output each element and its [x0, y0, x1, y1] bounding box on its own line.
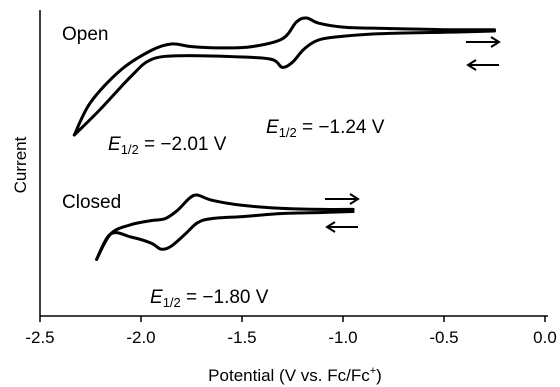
open-e-half-2: E1/2 = −1.24 V [266, 117, 385, 140]
open-label: Open [62, 24, 108, 45]
x-tick-label: -1.0 [328, 328, 357, 347]
open-reverse-arrow [466, 59, 499, 71]
x-tick-label: -2.0 [126, 328, 155, 347]
closed-e-half: E1/2 = −1.80 V [150, 287, 269, 310]
x-axis-title-sup: + [370, 365, 376, 377]
closed-label: Closed [62, 192, 121, 213]
open-forward-arrow [466, 36, 501, 48]
x-axis-title: Potential (V vs. Fc/Fc+) [208, 365, 382, 385]
closed-forward-arrow [325, 193, 360, 205]
closed-reverse-trace [95, 193, 355, 261]
x-tick-label: -1.5 [227, 328, 256, 347]
x-tick-label: -0.5 [429, 328, 458, 347]
y-axis-title: Current [11, 136, 30, 193]
x-tick-label: 0.0 [533, 328, 557, 347]
open-reverse-trace [72, 16, 496, 137]
closed-forward-trace [95, 210, 355, 261]
open-e-half-1: E1/2 = −2.01 V [108, 134, 227, 157]
curves [72, 16, 496, 261]
x-ticks: -2.5 -2.0 -1.5 -1.0 -0.5 0.0 [25, 316, 557, 347]
x-tick-label: -2.5 [25, 328, 54, 347]
open-forward-trace [72, 29, 496, 137]
closed-reverse-arrow [325, 221, 358, 233]
